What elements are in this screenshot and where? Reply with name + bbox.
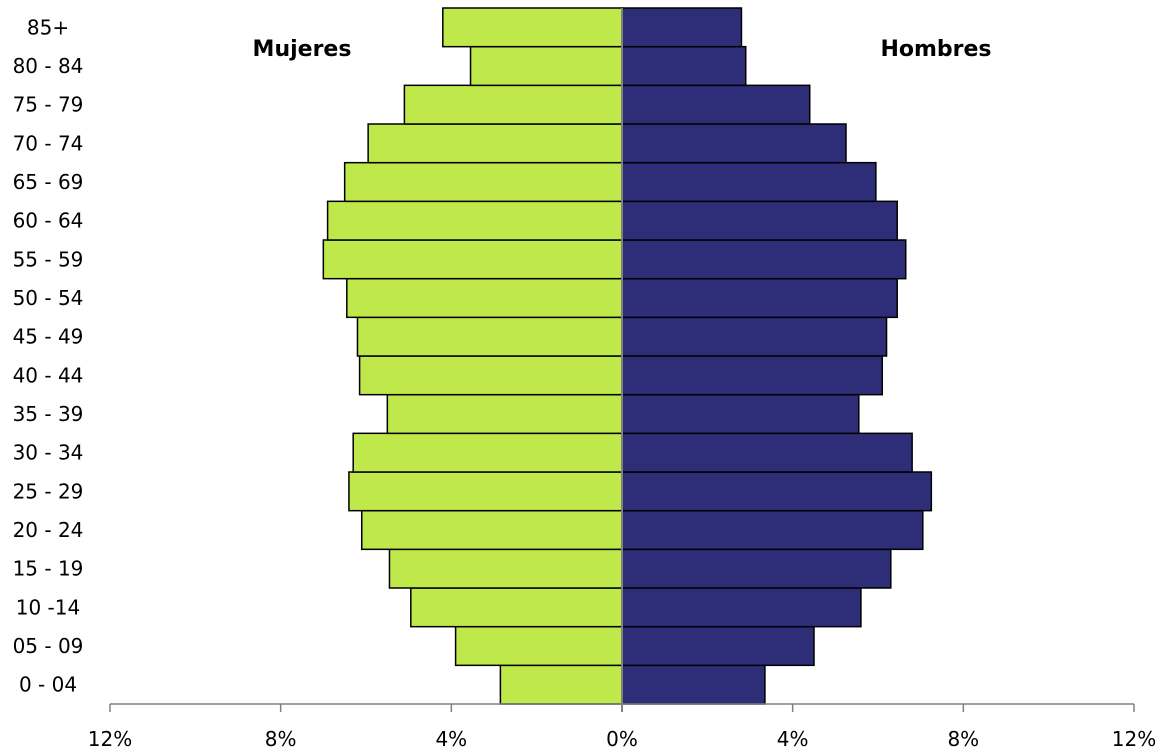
bar-mujeres-0 (499, 664, 623, 705)
bar-hombres-2 (621, 587, 862, 628)
y-tick-label: 50 - 54 (13, 286, 84, 310)
x-tick-label: 4% (777, 727, 809, 751)
bar-mujeres-4 (360, 509, 623, 551)
bar-mujeres-7 (386, 393, 623, 435)
bar-mujeres-9 (356, 316, 623, 357)
bar-mujeres-14 (367, 123, 623, 164)
bar-hombres-14 (621, 123, 847, 164)
women-bars (322, 7, 623, 705)
y-tick-label: 15 - 19 (13, 557, 84, 581)
y-tick-label: 05 - 09 (13, 634, 84, 658)
bar-hombres-7 (621, 393, 860, 435)
y-tick-label: 80 - 84 (13, 54, 84, 78)
bar-mujeres-11 (322, 239, 623, 280)
x-tick-label: 12% (88, 727, 132, 751)
legend-mujeres-label: Mujeres (253, 37, 352, 62)
men-bars (621, 7, 933, 705)
bar-hombres-3 (621, 548, 892, 589)
bar-mujeres-1 (454, 625, 623, 667)
x-tick-label: 8% (947, 727, 979, 751)
y-tick-label: 85+ (27, 15, 69, 39)
y-tick-label: 55 - 59 (13, 247, 84, 271)
bar-mujeres-10 (346, 277, 623, 319)
y-tick-label: 35 - 39 (13, 402, 84, 426)
y-tick-label: 60 - 64 (13, 209, 84, 233)
x-tick-label: 8% (265, 727, 297, 751)
y-tick-label: 10 -14 (16, 595, 80, 619)
y-tick-label: 70 - 74 (13, 131, 84, 155)
bar-mujeres-6 (352, 432, 623, 473)
x-tick-label: 12% (1112, 727, 1156, 751)
bar-hombres-0 (621, 664, 766, 705)
y-tick-label: 65 - 69 (13, 170, 84, 194)
bar-hombres-9 (621, 316, 888, 357)
bar-mujeres-2 (410, 587, 623, 628)
y-tick-label: 20 - 24 (13, 518, 84, 542)
x-axis-ticks: 12% 8% 4% 0% 4% 8% 12% (88, 704, 1156, 751)
y-tick-label: 75 - 79 (13, 93, 84, 117)
bar-mujeres-5 (348, 471, 623, 512)
bar-mujeres-16 (469, 45, 623, 87)
y-tick-label: 0 - 04 (19, 673, 77, 697)
bar-mujeres-3 (388, 548, 623, 589)
x-tick-label: 4% (435, 727, 467, 751)
bar-hombres-1 (621, 625, 815, 667)
y-tick-label: 30 - 34 (13, 441, 84, 465)
bar-hombres-5 (621, 471, 933, 512)
bar-hombres-16 (621, 45, 747, 87)
bar-hombres-13 (621, 161, 877, 203)
bar-hombres-11 (621, 239, 907, 280)
bar-hombres-4 (621, 509, 924, 551)
y-tick-label: 25 - 29 (13, 479, 84, 503)
bar-hombres-17 (621, 7, 743, 48)
bar-hombres-12 (621, 200, 898, 241)
bar-mujeres-8 (358, 355, 623, 396)
bar-mujeres-15 (403, 84, 623, 125)
y-tick-label: 40 - 44 (13, 363, 84, 387)
bar-mujeres-17 (442, 7, 623, 48)
bar-hombres-6 (621, 432, 913, 473)
bar-mujeres-13 (343, 161, 623, 203)
y-tick-label: 45 - 49 (13, 325, 84, 349)
bar-hombres-15 (621, 84, 811, 125)
bar-hombres-10 (621, 277, 898, 319)
y-axis-labels: 0 - 04 05 - 09 10 -14 15 - 19 20 - 24 25 - 29… (13, 15, 84, 696)
x-tick-label: 0% (606, 727, 638, 751)
bar-hombres-8 (621, 355, 884, 396)
bar-mujeres-12 (326, 200, 623, 241)
legend-hombres-label: Hombres (880, 37, 991, 62)
